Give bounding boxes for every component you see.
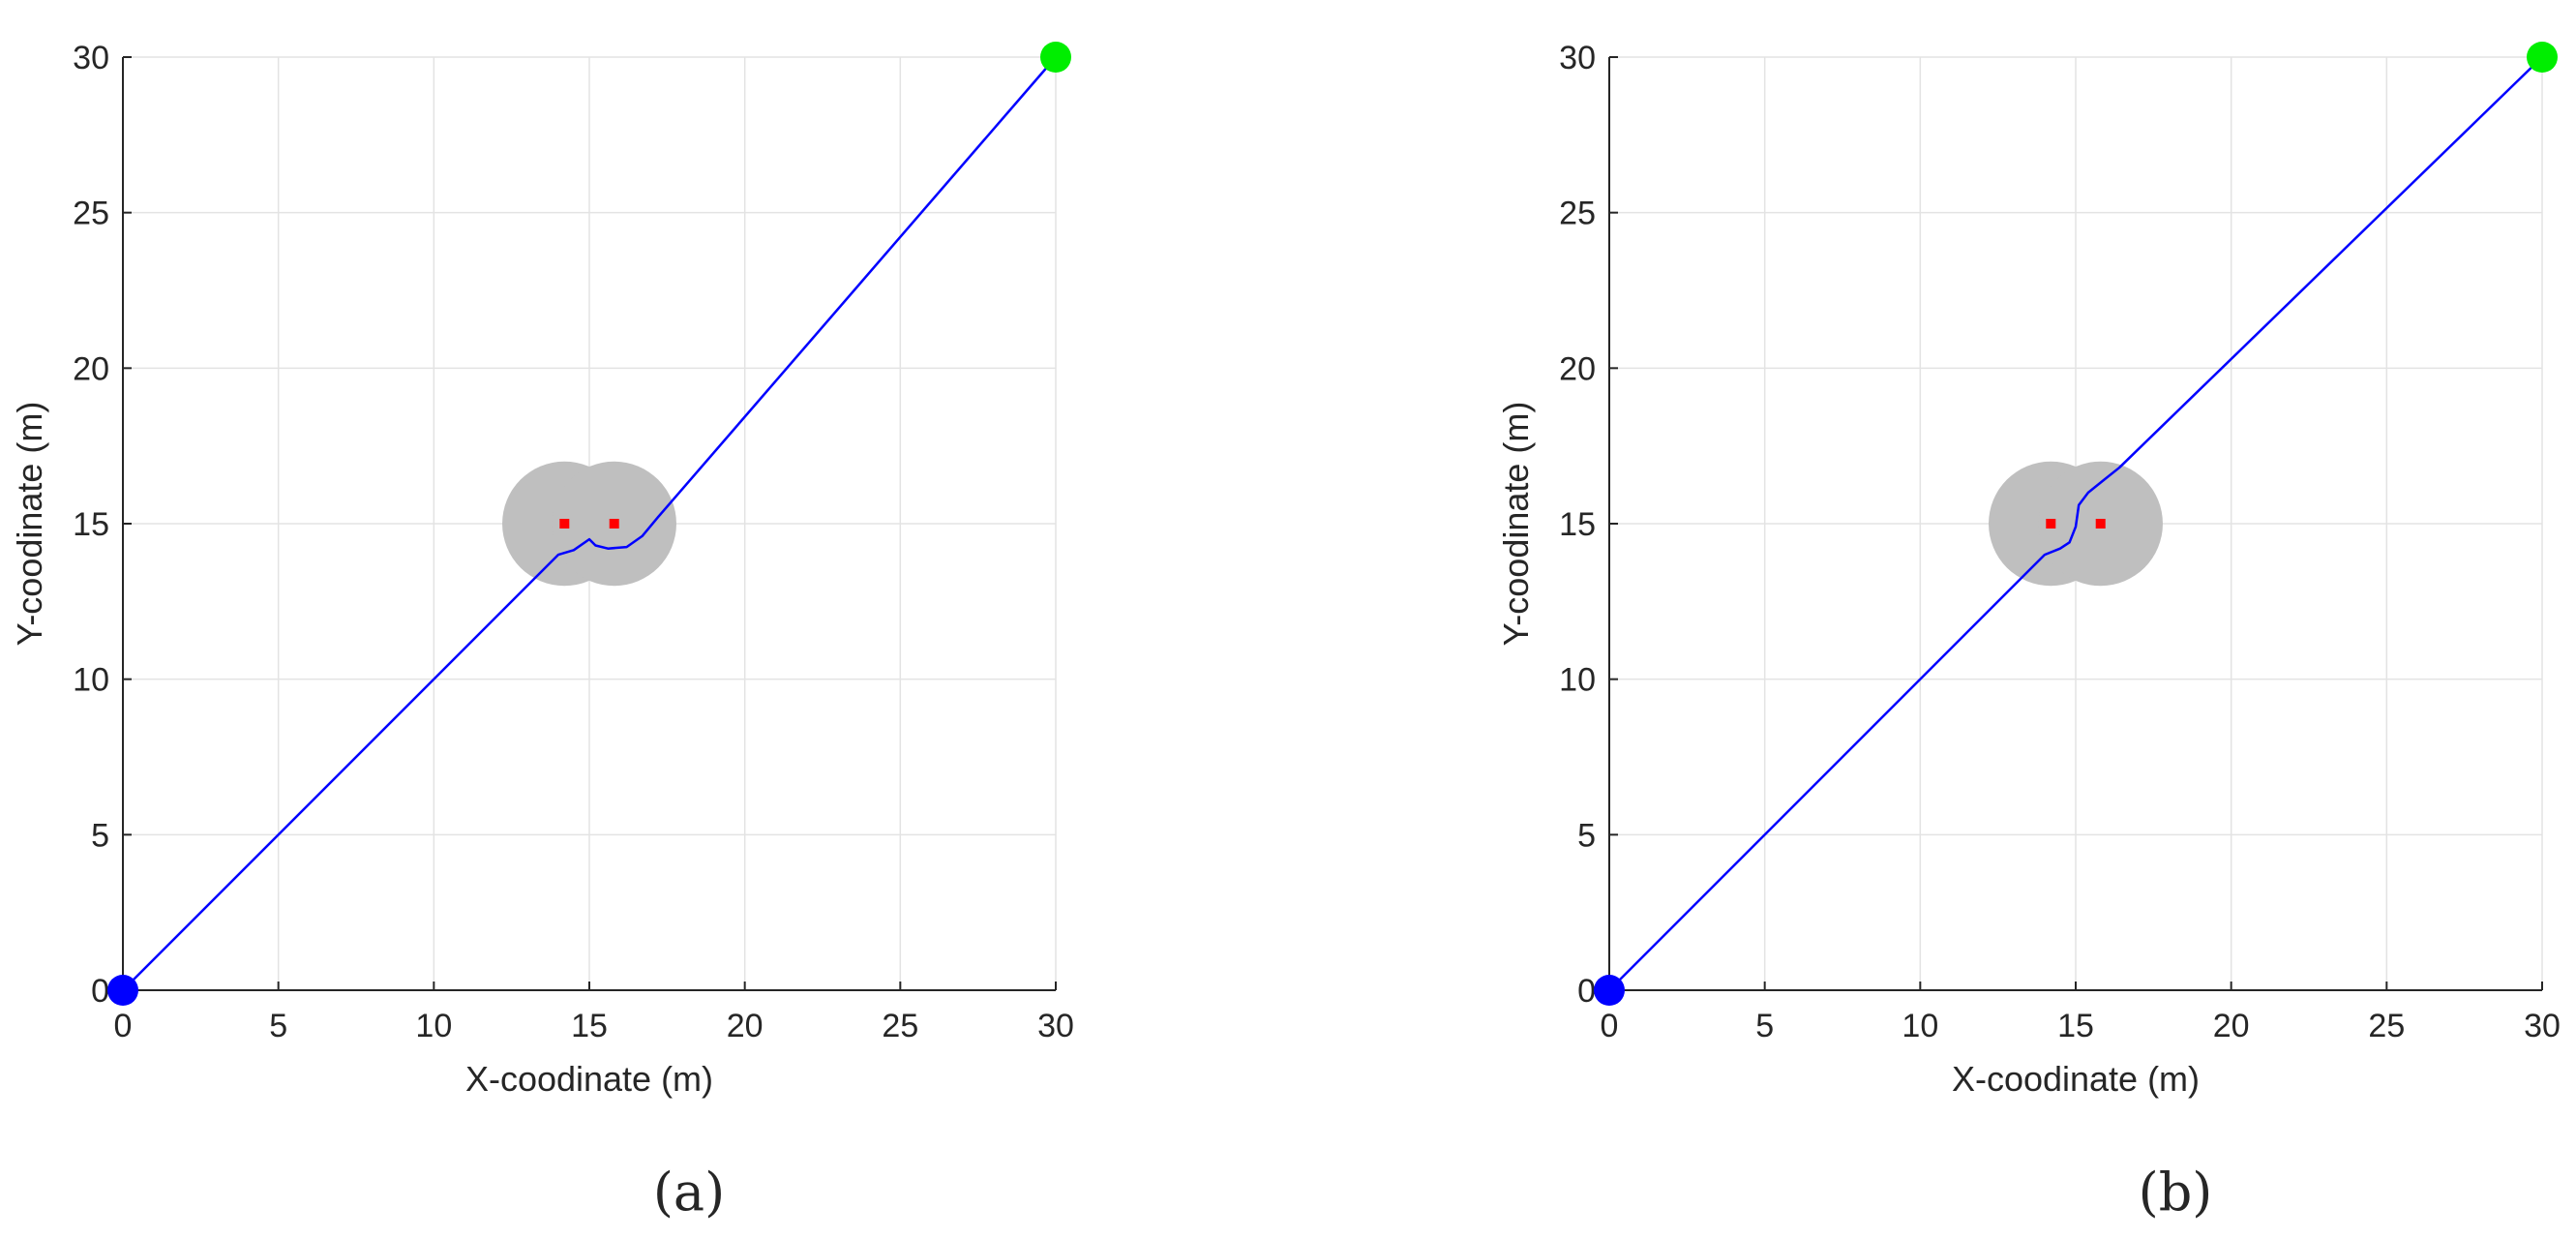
y-tick-label: 5 bbox=[1577, 817, 1596, 854]
x-tick-label: 30 bbox=[2524, 1008, 2561, 1044]
panel-a: 0 5 10 15 20 25 30 0 5 10 15 20 25 30 X-coodinate (m) Y… bbox=[10, 40, 1074, 1223]
x-tick-label: 25 bbox=[2368, 1008, 2405, 1044]
panel-caption: (a) bbox=[653, 1162, 725, 1223]
panel-b: 0 5 10 15 20 25 30 0 5 10 15 20 25 30 X-coodinate (m) Y… bbox=[1496, 40, 2561, 1223]
obstacle-marker bbox=[2046, 519, 2056, 529]
y-tick-label: 20 bbox=[1559, 350, 1596, 387]
obstacle-marker bbox=[2095, 519, 2106, 529]
goal-marker bbox=[1040, 42, 1071, 73]
x-axis-label: X-coodinate (m) bbox=[1952, 1059, 2200, 1099]
y-tick-label: 15 bbox=[1559, 506, 1596, 543]
y-axis-label: Y-coodinate (m) bbox=[10, 402, 49, 647]
x-tick-label: 25 bbox=[882, 1008, 918, 1044]
x-tick-label: 10 bbox=[1902, 1008, 1938, 1044]
y-tick-label: 20 bbox=[73, 350, 109, 387]
goal-marker bbox=[2527, 42, 2558, 73]
path-line bbox=[1608, 56, 2543, 991]
y-tick-label: 0 bbox=[91, 973, 109, 1010]
x-tick-label: 30 bbox=[1037, 1008, 1074, 1044]
panel-caption: (b) bbox=[2139, 1162, 2213, 1223]
y-tick-label: 30 bbox=[1559, 40, 1596, 76]
x-tick-label: 20 bbox=[727, 1008, 764, 1044]
x-tick-label: 0 bbox=[114, 1008, 133, 1044]
y-tick-label: 30 bbox=[73, 40, 109, 76]
start-marker bbox=[1594, 975, 1625, 1006]
x-tick-label: 10 bbox=[415, 1008, 452, 1044]
y-tick-label: 0 bbox=[1577, 973, 1596, 1010]
y-tick-label: 15 bbox=[73, 506, 109, 543]
x-tick-label: 5 bbox=[269, 1008, 287, 1044]
x-tick-label: 15 bbox=[2057, 1008, 2094, 1044]
start-marker bbox=[107, 975, 138, 1006]
x-tick-label: 0 bbox=[1601, 1008, 1619, 1044]
obstacle-marker bbox=[609, 519, 619, 529]
obstacle-marker bbox=[559, 519, 570, 529]
x-tick-label: 20 bbox=[2213, 1008, 2250, 1044]
x-tick-label: 5 bbox=[1755, 1008, 1774, 1044]
x-axis-label: X-coodinate (m) bbox=[465, 1059, 713, 1099]
y-tick-label: 10 bbox=[1559, 662, 1596, 699]
path-line bbox=[122, 56, 1057, 991]
x-tick-label: 15 bbox=[571, 1008, 608, 1044]
y-tick-label: 25 bbox=[1559, 196, 1596, 232]
y-tick-label: 10 bbox=[73, 662, 109, 699]
y-tick-label: 5 bbox=[91, 817, 109, 854]
y-axis-label: Y-coodinate (m) bbox=[1496, 402, 1536, 647]
y-tick-label: 25 bbox=[73, 196, 109, 232]
